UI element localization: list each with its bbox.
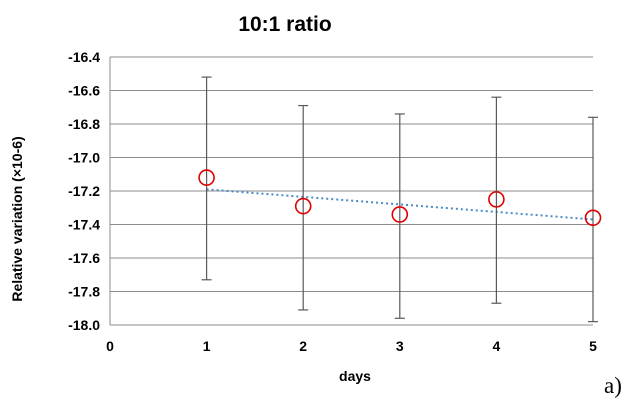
x-axis-label: days: [339, 368, 371, 384]
x-tick-label: 2: [299, 338, 307, 354]
y-tick-label: -17.4: [68, 217, 100, 233]
y-tick-label: -18.0: [68, 317, 100, 333]
y-tick-label: -16.8: [68, 116, 100, 132]
panel-label: a): [604, 373, 622, 398]
y-tick-label: -17.0: [68, 150, 100, 166]
x-tick-labels: 0 1 2 3 4 5: [106, 338, 597, 354]
data-point: [198, 169, 215, 186]
data-point: [391, 206, 409, 223]
axes: [109, 57, 593, 326]
y-tick-label: -17.8: [68, 284, 100, 300]
x-tick-label: 5: [589, 338, 597, 354]
data-points: [198, 169, 602, 227]
y-tick-label: -16.4: [68, 49, 100, 65]
x-tick-label: 0: [106, 338, 114, 354]
error-bars: [201, 76, 598, 323]
data-point: [488, 191, 505, 208]
y-tick-label: -16.6: [68, 83, 100, 99]
y-tick-label: -17.6: [68, 250, 100, 266]
y-axis-label: Relative variation (×10-6): [9, 136, 25, 301]
x-tick-label: 3: [396, 338, 404, 354]
x-tick-label: 4: [493, 338, 501, 354]
y-tick-label: -17.2: [68, 183, 100, 199]
data-point: [584, 209, 602, 227]
chart-title: 10:1 ratio: [238, 13, 331, 36]
y-tick-labels: -16.4 -16.6 -16.8 -17.0 -17.2 -17.4 -17.6 -17.8…: [68, 49, 100, 333]
x-tick-label: 1: [203, 338, 211, 354]
grid: [110, 56, 593, 326]
data-point: [294, 197, 312, 215]
